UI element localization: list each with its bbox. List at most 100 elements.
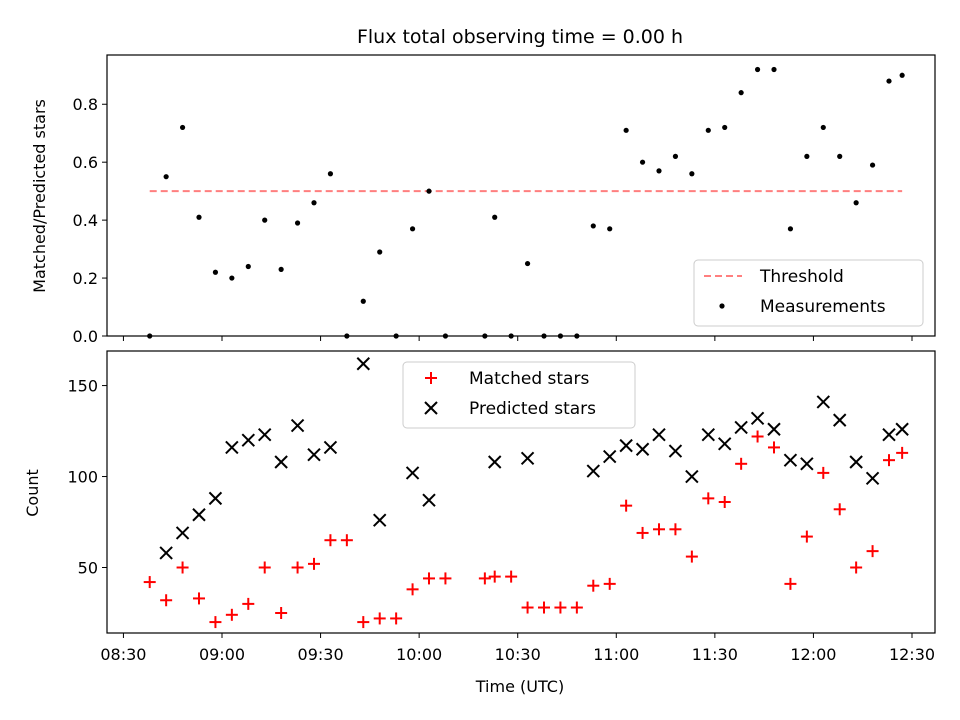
measurement-point xyxy=(886,78,892,84)
measurement-point xyxy=(754,66,761,73)
measurement-point xyxy=(689,171,695,177)
matched-stars-point xyxy=(718,496,731,509)
x-tick-label: 08:30 xyxy=(100,645,146,664)
matched-stars-point xyxy=(176,561,189,574)
chart-title: Flux total observing time = 0.00 h xyxy=(357,26,683,48)
bottom-panel: 50 100 150 08:30 09:00 09:30 10:00 10:30 11:00 11… xyxy=(67,350,936,664)
measurement-point xyxy=(212,269,219,275)
x-tick-label: 12:30 xyxy=(889,645,935,664)
matched-stars-point xyxy=(357,616,370,629)
y-tick-label: 50 xyxy=(78,559,98,578)
matched-stars-point xyxy=(209,616,222,629)
matched-stars-point xyxy=(702,492,715,505)
measurement-point xyxy=(163,174,169,180)
legend-box xyxy=(402,361,636,429)
predicted-stars-point xyxy=(816,395,830,409)
legend-label: Predicted stars xyxy=(469,399,596,419)
matched-stars-point xyxy=(768,441,780,454)
matched-stars-point xyxy=(225,608,238,621)
measurement-point xyxy=(639,159,646,165)
predicted-stars-point xyxy=(323,440,338,455)
predicted-stars-point xyxy=(800,457,814,471)
measurement-point xyxy=(590,223,596,229)
legend-matched-swatch xyxy=(425,372,437,384)
predicted-stars-point xyxy=(241,433,255,447)
predicted-stars-point xyxy=(274,455,288,469)
predicted-stars-point xyxy=(685,469,699,484)
predicted-stars-point xyxy=(192,508,206,522)
predicted-stars-point xyxy=(619,438,633,453)
matched-stars-point xyxy=(833,503,846,516)
predicted-stars-point xyxy=(422,493,436,507)
y-tick-label: 0.0 xyxy=(73,327,98,346)
measurement-point xyxy=(837,153,843,159)
predicted-stars-point xyxy=(488,455,502,469)
predicted-stars-point xyxy=(356,357,370,371)
measurement-point xyxy=(492,214,498,220)
matched-stars-point xyxy=(883,454,895,467)
measurement-point xyxy=(672,153,679,159)
matched-stars-point xyxy=(373,612,386,625)
x-tick-label: 11:00 xyxy=(593,645,639,664)
matched-stars-point xyxy=(866,545,879,558)
measurement-point xyxy=(705,127,711,133)
predicted-stars-point xyxy=(701,427,715,442)
predicted-stars-point xyxy=(307,447,321,462)
predicted-stars-point xyxy=(833,413,847,427)
predicted-stars-point xyxy=(258,427,272,442)
predicted-stars-point xyxy=(718,437,732,451)
x-tick-label: 10:30 xyxy=(495,645,541,664)
predicted-stars-point xyxy=(734,420,748,435)
measurement-point xyxy=(278,266,284,272)
measurement-point xyxy=(179,124,186,131)
measurement-point xyxy=(738,90,744,96)
predicted-stars-point xyxy=(290,418,305,433)
matched-stars-point xyxy=(340,534,353,547)
measurement-point xyxy=(804,153,810,159)
matched-stars-point xyxy=(587,579,600,592)
measurement-point xyxy=(771,66,777,73)
x-axis-label: Time (UTC) xyxy=(475,677,564,696)
predicted-stars-point xyxy=(652,427,666,442)
x-tick-label: 09:30 xyxy=(298,645,344,664)
predicted-stars-point xyxy=(750,411,765,426)
matched-stars-point xyxy=(478,572,491,585)
predicted-stars-point xyxy=(635,442,650,456)
top-panel: 0.0 0.2 0.4 0.6 0.8 Threshold Measurements xyxy=(73,54,936,346)
matched-stars-point xyxy=(324,534,337,547)
plot-frame xyxy=(106,54,936,337)
matched-stars-point xyxy=(390,612,403,625)
matched-stars-point xyxy=(570,601,583,614)
measurement-point xyxy=(360,298,366,304)
matched-stars-point xyxy=(308,557,320,570)
x-tick-label: 11:30 xyxy=(692,645,738,664)
measurement-point xyxy=(656,168,662,174)
matched-stars-point xyxy=(160,594,173,607)
top-y-axis-label: Matched/Predicted stars xyxy=(30,99,49,293)
predicted-stars-point xyxy=(159,546,173,560)
predicted-stars-point xyxy=(373,513,387,527)
matched-stars-point xyxy=(275,606,288,619)
legend-measurement-swatch xyxy=(719,303,725,309)
y-tick-label: 150 xyxy=(67,377,98,396)
predicted-stars-point xyxy=(586,464,600,478)
predicted-stars-point xyxy=(865,471,880,486)
y-tick-label: 100 xyxy=(67,468,98,487)
bottom-y-axis-label: Count xyxy=(23,469,42,517)
y-tick-label: 0.6 xyxy=(73,153,98,172)
matched-stars-point xyxy=(406,583,419,596)
matched-stars-point xyxy=(669,523,682,536)
measurement-point xyxy=(196,214,202,220)
measurement-point xyxy=(787,226,794,232)
matched-stars-point xyxy=(784,577,797,590)
predicted-stars-point xyxy=(603,449,617,464)
measurement-point xyxy=(426,188,432,194)
legend-label: Measurements xyxy=(760,297,886,317)
measurement-point xyxy=(327,171,334,177)
matched-stars-point xyxy=(735,457,748,470)
matched-stars-point xyxy=(620,499,633,512)
predicted-stars-point xyxy=(520,451,535,466)
x-tick-label: 10:00 xyxy=(396,645,442,664)
matched-stars-point xyxy=(653,523,665,536)
